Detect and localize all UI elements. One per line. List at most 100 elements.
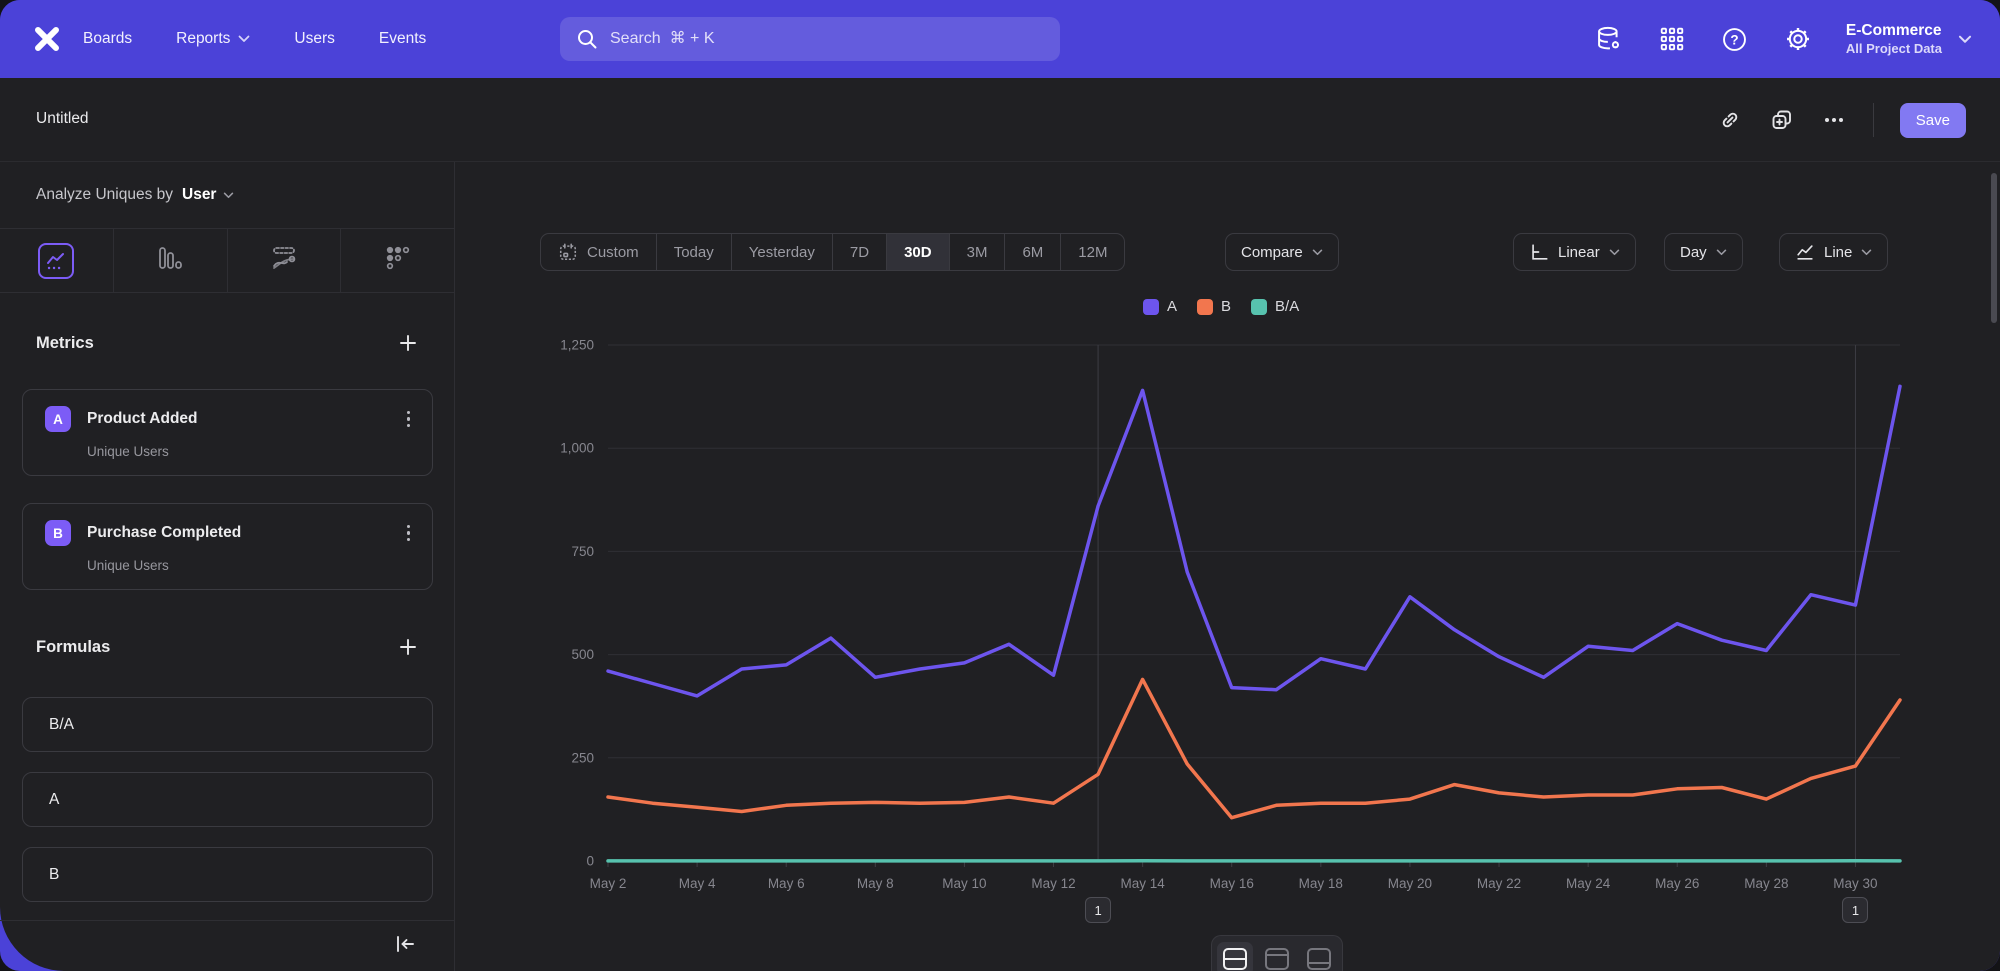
legend-item-ba[interactable]: B/A xyxy=(1251,298,1299,315)
more-options-icon[interactable] xyxy=(1821,107,1847,133)
top-navbar: Boards Reports Users Events xyxy=(0,0,2000,78)
global-search[interactable] xyxy=(560,17,1060,61)
tab-retention[interactable] xyxy=(341,229,454,292)
date-range-yesterday[interactable]: Yesterday xyxy=(732,234,833,270)
report-actions: Save xyxy=(1717,78,1966,162)
svg-text:250: 250 xyxy=(571,750,594,765)
analyze-entity-dropdown[interactable]: User xyxy=(182,186,234,204)
compare-button[interactable]: Compare xyxy=(1225,233,1339,271)
date-range-today[interactable]: Today xyxy=(657,234,732,270)
svg-text:?: ? xyxy=(1731,32,1739,47)
tab-bar-chart[interactable] xyxy=(114,229,228,292)
chart-type-dropdown[interactable]: Line xyxy=(1779,233,1889,271)
nav-item-reports[interactable]: Reports xyxy=(176,30,250,48)
formula-card-b[interactable]: B xyxy=(22,847,433,902)
svg-text:May 22: May 22 xyxy=(1477,876,1521,891)
metric-menu-icon[interactable] xyxy=(403,407,415,432)
svg-text:1,000: 1,000 xyxy=(560,441,594,456)
date-range-label: Today xyxy=(673,243,714,261)
svg-text:0: 0 xyxy=(586,854,594,869)
nav-item-events[interactable]: Events xyxy=(379,30,426,48)
date-range-label: 30D xyxy=(904,243,932,261)
apps-grid-icon[interactable] xyxy=(1657,24,1687,54)
layout-chart-bottom-icon[interactable] xyxy=(1301,942,1337,971)
project-selector[interactable]: E-Commerce All Project Data xyxy=(1846,21,1972,57)
interval-dropdown[interactable]: Day xyxy=(1664,233,1743,271)
nav-item-boards[interactable]: Boards xyxy=(83,30,132,48)
duplicate-icon[interactable] xyxy=(1769,107,1795,133)
svg-text:750: 750 xyxy=(571,544,594,559)
date-range-3m[interactable]: 3M xyxy=(950,234,1006,270)
date-range-12m[interactable]: 12M xyxy=(1061,234,1124,270)
nav-item-users[interactable]: Users xyxy=(294,30,334,48)
layout-chart-top-icon[interactable] xyxy=(1259,942,1295,971)
mixpanel-logo[interactable] xyxy=(30,22,64,56)
tab-line-chart[interactable] xyxy=(0,229,114,292)
axis-scale-icon xyxy=(1529,242,1549,262)
project-scope: All Project Data xyxy=(1845,40,1942,56)
legend-swatch-b xyxy=(1197,298,1214,315)
metric-measure[interactable]: Unique Users xyxy=(87,444,169,459)
nav-menu: Boards Reports Users Events xyxy=(83,0,426,78)
tab-flows[interactable] xyxy=(228,229,342,292)
analyze-label: Analyze Uniques by xyxy=(36,186,173,203)
scrollbar-thumb[interactable] xyxy=(1991,173,1997,323)
date-range-6m[interactable]: 6M xyxy=(1005,234,1062,270)
formula-card-a[interactable]: A xyxy=(22,772,433,827)
search-input[interactable] xyxy=(610,30,1044,48)
svg-text:May 16: May 16 xyxy=(1210,876,1254,891)
metric-name: Product Added xyxy=(87,410,198,427)
chevron-down-icon xyxy=(223,192,234,199)
layout-toggle-group xyxy=(1211,935,1343,971)
date-range-30d[interactable]: 30D xyxy=(887,234,950,270)
formula-card-ba[interactable]: B/A xyxy=(22,697,433,752)
annotation-badge[interactable]: 1 xyxy=(1842,897,1869,923)
date-range-7d[interactable]: 7D xyxy=(833,234,888,270)
divider xyxy=(1872,103,1874,137)
flows-icon xyxy=(270,244,298,277)
line-chart-icon xyxy=(1795,242,1815,262)
chevron-down-icon xyxy=(1609,249,1620,256)
report-header-bar: Untitled xyxy=(0,78,2000,162)
metric-card-a[interactable]: A Product Added Unique Users xyxy=(22,389,433,476)
annotation-badge[interactable]: 1 xyxy=(1085,897,1112,923)
metric-card-b[interactable]: B Purchase Completed Unique Users xyxy=(22,503,433,590)
date-range-label: Yesterday xyxy=(748,243,815,261)
formulas-title: Formulas xyxy=(36,637,111,656)
analyze-entity-value: User xyxy=(182,186,217,203)
query-builder-sidebar: Analyze Uniques by User xyxy=(0,162,455,971)
add-formula-button[interactable] xyxy=(397,636,419,658)
svg-text:May 30: May 30 xyxy=(1833,876,1877,891)
report-title[interactable]: Untitled xyxy=(36,110,89,127)
settings-gear-icon[interactable] xyxy=(1783,24,1813,54)
formula-name: A xyxy=(49,790,60,808)
collapse-sidebar-icon[interactable] xyxy=(394,934,416,959)
legend-item-a[interactable]: A xyxy=(1143,298,1177,315)
metric-menu-icon[interactable] xyxy=(403,521,415,546)
line-chart[interactable]: 0 250 500 750 1,000 1,250 May 2 May 4 May 6 May 8… xyxy=(455,330,2000,900)
legend-label: A xyxy=(1167,298,1178,315)
copy-link-icon[interactable] xyxy=(1717,107,1743,133)
chevron-down-icon xyxy=(238,35,250,43)
svg-text:May 2: May 2 xyxy=(590,876,627,891)
nav-item-label: Reports xyxy=(176,30,231,47)
date-range-custom[interactable]: Custom xyxy=(541,234,657,270)
analyze-header: Analyze Uniques by User xyxy=(0,162,454,229)
date-range-label: 12M xyxy=(1078,243,1108,261)
save-button[interactable]: Save xyxy=(1899,102,1966,138)
metric-row: A Product Added xyxy=(23,390,432,436)
chart-controls: Custom Today Yesterday 7D 30D 3M 6M 12M … xyxy=(455,233,2000,271)
legend-item-b[interactable]: B xyxy=(1197,298,1231,315)
svg-text:May 10: May 10 xyxy=(942,876,986,891)
metric-measure[interactable]: Unique Users xyxy=(87,558,169,573)
layout-split-icon[interactable] xyxy=(1217,942,1253,971)
chevron-down-icon xyxy=(1861,249,1872,256)
help-icon[interactable]: ? xyxy=(1720,24,1750,54)
formulas-section-header: Formulas xyxy=(36,636,419,658)
data-management-icon[interactable] xyxy=(1594,24,1624,54)
svg-text:May 26: May 26 xyxy=(1655,876,1699,891)
add-metric-button[interactable] xyxy=(397,332,419,354)
scale-dropdown[interactable]: Linear xyxy=(1513,233,1636,271)
